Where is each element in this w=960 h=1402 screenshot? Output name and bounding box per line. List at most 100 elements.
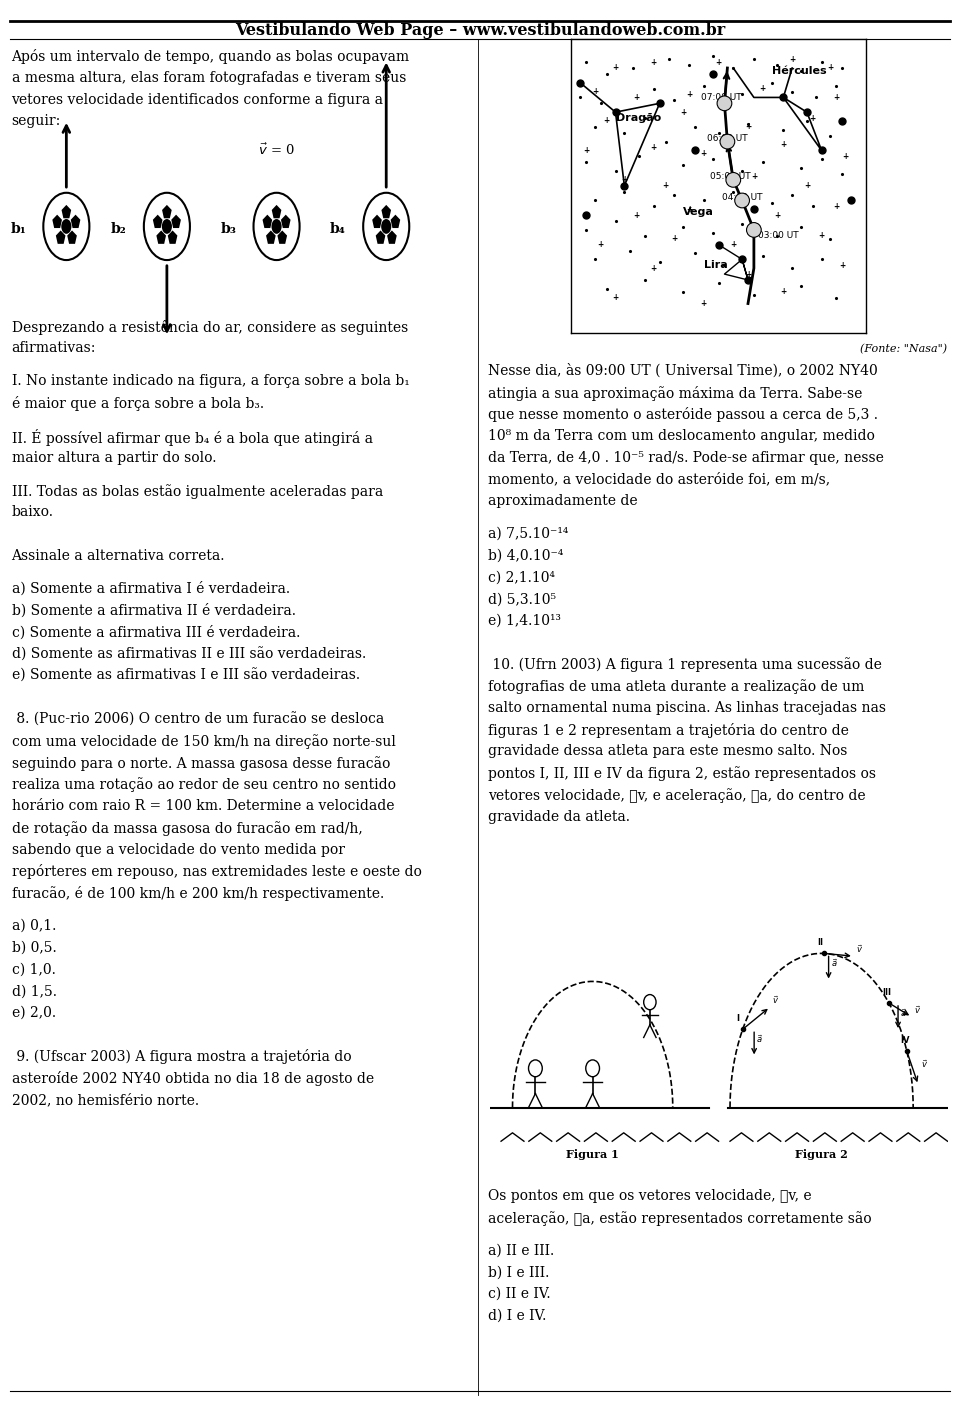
Text: a) Somente a afirmativa I é verdadeira.: a) Somente a afirmativa I é verdadeira. [12, 582, 290, 596]
Text: I. No instante indicado na figura, a força sobre a bola b₁: I. No instante indicado na figura, a for… [12, 374, 409, 388]
Text: Dragão: Dragão [615, 114, 660, 123]
Text: a) II e III.: a) II e III. [488, 1244, 554, 1258]
Text: d) I e IV.: d) I e IV. [488, 1309, 546, 1322]
Circle shape [734, 193, 750, 207]
Text: da Terra, de 4,0 . 10⁻⁵ rad/s. Pode-se afirmar que, nesse: da Terra, de 4,0 . 10⁻⁵ rad/s. Pode-se a… [488, 450, 883, 464]
Text: $\vec{v}$ = 0: $\vec{v}$ = 0 [258, 143, 295, 157]
Polygon shape [281, 215, 291, 229]
Text: +: + [828, 63, 833, 73]
Polygon shape [61, 205, 71, 219]
Text: $\vec{a}$: $\vec{a}$ [756, 1033, 763, 1046]
Polygon shape [381, 205, 391, 219]
Text: +: + [612, 293, 618, 303]
Text: +: + [598, 240, 604, 250]
Text: 04:00 UT: 04:00 UT [722, 193, 762, 202]
Text: é maior que a força sobre a bola b₃.: é maior que a força sobre a bola b₃. [12, 395, 264, 411]
Text: 8. (Puc-rio 2006) O centro de um furacão se desloca: 8. (Puc-rio 2006) O centro de um furacão… [12, 712, 384, 726]
Text: Vega: Vega [684, 207, 714, 217]
Text: d) Somente as afirmativas II e III são verdadeiras.: d) Somente as afirmativas II e III são v… [12, 646, 366, 662]
Text: d) 1,5.: d) 1,5. [12, 984, 57, 998]
Text: +: + [662, 181, 669, 191]
Text: a mesma altura, elas foram fotografadas e tiveram seus: a mesma altura, elas foram fotografadas … [12, 70, 406, 84]
Text: $\vec{v}$: $\vec{v}$ [856, 944, 863, 955]
Text: figuras 1 e 2 representam a trajetória do centro de: figuras 1 e 2 representam a trajetória d… [488, 722, 849, 737]
Text: b) 4,0.10⁻⁴: b) 4,0.10⁻⁴ [488, 548, 564, 562]
Text: momento, a velocidade do asteróide foi, em m/s,: momento, a velocidade do asteróide foi, … [488, 472, 829, 486]
Text: repórteres em repouso, nas extremidades leste e oeste do: repórteres em repouso, nas extremidades … [12, 864, 421, 879]
Text: +: + [671, 234, 678, 244]
Text: seguindo para o norte. A massa gasosa desse furacão: seguindo para o norte. A massa gasosa de… [12, 756, 390, 771]
Text: c) Somente a afirmativa III é verdadeira.: c) Somente a afirmativa III é verdadeira… [12, 625, 300, 639]
Text: +: + [612, 63, 618, 73]
Text: e) 2,0.: e) 2,0. [12, 1005, 56, 1019]
Polygon shape [67, 230, 77, 244]
Text: +: + [780, 140, 786, 149]
Text: sabendo que a velocidade do vento medida por: sabendo que a velocidade do vento medida… [12, 843, 345, 857]
Polygon shape [387, 230, 396, 244]
Text: furacão, é de 100 km/h e 200 km/h respectivamente.: furacão, é de 100 km/h e 200 km/h respec… [12, 886, 384, 901]
Text: +: + [701, 149, 707, 158]
Text: Figura 1: Figura 1 [566, 1150, 619, 1159]
Circle shape [363, 192, 409, 259]
Polygon shape [262, 215, 273, 229]
Text: +: + [731, 240, 736, 250]
Text: gravidade da atleta.: gravidade da atleta. [488, 809, 630, 823]
Text: +: + [651, 264, 657, 273]
Text: aproximadamente de: aproximadamente de [488, 494, 637, 508]
Circle shape [253, 192, 300, 259]
Text: com uma velocidade de 150 km/h na direção norte-sul: com uma velocidade de 150 km/h na direçã… [12, 733, 396, 749]
Text: +: + [680, 108, 686, 116]
Text: horário com raio R = 100 km. Determine a velocidade: horário com raio R = 100 km. Determine a… [12, 799, 394, 813]
Text: 10⁸ m da Terra com um deslocamento angular, medido: 10⁸ m da Terra com um deslocamento angul… [488, 429, 875, 443]
Text: que nesse momento o asteróide passou a cerca de 5,3 .: que nesse momento o asteróide passou a c… [488, 407, 877, 422]
Text: +: + [651, 57, 657, 67]
Circle shape [381, 219, 392, 234]
Circle shape [272, 219, 281, 234]
Text: vetores velocidade identificados conforme a figura a: vetores velocidade identificados conform… [12, 93, 383, 107]
Polygon shape [53, 215, 62, 229]
Text: b) Somente a afirmativa II é verdadeira.: b) Somente a afirmativa II é verdadeira. [12, 603, 296, 618]
Polygon shape [277, 230, 287, 244]
Text: salto ornamental numa piscina. As linhas tracejadas nas: salto ornamental numa piscina. As linhas… [488, 701, 886, 715]
Text: 2002, no hemisfério norte.: 2002, no hemisfério norte. [12, 1092, 199, 1106]
Text: +: + [745, 269, 751, 279]
Text: de rotação da massa gasosa do furacão em rad/h,: de rotação da massa gasosa do furacão em… [12, 820, 362, 836]
Text: +: + [701, 299, 707, 308]
Text: $\vec{a}$: $\vec{a}$ [831, 958, 838, 969]
Text: III. Todas as bolas estão igualmente aceleradas para: III. Todas as bolas estão igualmente ace… [12, 484, 383, 499]
Text: e) Somente as afirmativas I e III são verdadeiras.: e) Somente as afirmativas I e III são ve… [12, 669, 360, 683]
Text: Figura 2: Figura 2 [795, 1150, 848, 1159]
Text: I: I [735, 1014, 739, 1023]
Circle shape [717, 95, 732, 111]
Circle shape [144, 192, 190, 259]
Text: Hércules: Hércules [772, 66, 827, 76]
Polygon shape [391, 215, 400, 229]
Text: afirmativas:: afirmativas: [12, 341, 96, 355]
Text: a) 0,1.: a) 0,1. [12, 918, 56, 932]
Text: $\vec{v}$: $\vec{v}$ [914, 1004, 922, 1016]
Text: 07:00 UT: 07:00 UT [701, 93, 741, 102]
Polygon shape [375, 230, 385, 244]
Text: aceleração, ⃗a, estão representados corretamente são: aceleração, ⃗a, estão representados corr… [488, 1210, 872, 1225]
Text: maior altura a partir do solo.: maior altura a partir do solo. [12, 450, 216, 464]
Text: atingia a sua aproximação máxima da Terra. Sabe-se: atingia a sua aproximação máxima da Terr… [488, 386, 862, 401]
Text: d) 5,3.10⁵: d) 5,3.10⁵ [488, 592, 556, 606]
Text: 06:00 UT: 06:00 UT [707, 135, 748, 143]
Text: +: + [759, 84, 766, 93]
Polygon shape [56, 230, 65, 244]
Text: +: + [715, 57, 722, 67]
Text: $\vec{v}$: $\vec{v}$ [773, 994, 780, 1007]
Polygon shape [171, 215, 180, 229]
Text: Nesse dia, às 09:00 UT ( Universal Time), o 2002 NY40: Nesse dia, às 09:00 UT ( Universal Time)… [488, 365, 877, 379]
Text: e) 1,4.10¹³: e) 1,4.10¹³ [488, 614, 561, 628]
Text: 9. (Ufscar 2003) A figura mostra a trajetória do: 9. (Ufscar 2003) A figura mostra a traje… [12, 1049, 351, 1064]
Circle shape [43, 192, 89, 259]
Text: +: + [809, 114, 816, 122]
Text: +: + [839, 261, 846, 269]
Text: 03:00 UT: 03:00 UT [758, 231, 799, 240]
Text: c) II e IV.: c) II e IV. [488, 1287, 550, 1301]
Text: b₃: b₃ [221, 223, 236, 236]
Text: +: + [686, 90, 692, 100]
Text: +: + [775, 210, 780, 220]
Text: $\vec{v}$: $\vec{v}$ [921, 1059, 927, 1070]
